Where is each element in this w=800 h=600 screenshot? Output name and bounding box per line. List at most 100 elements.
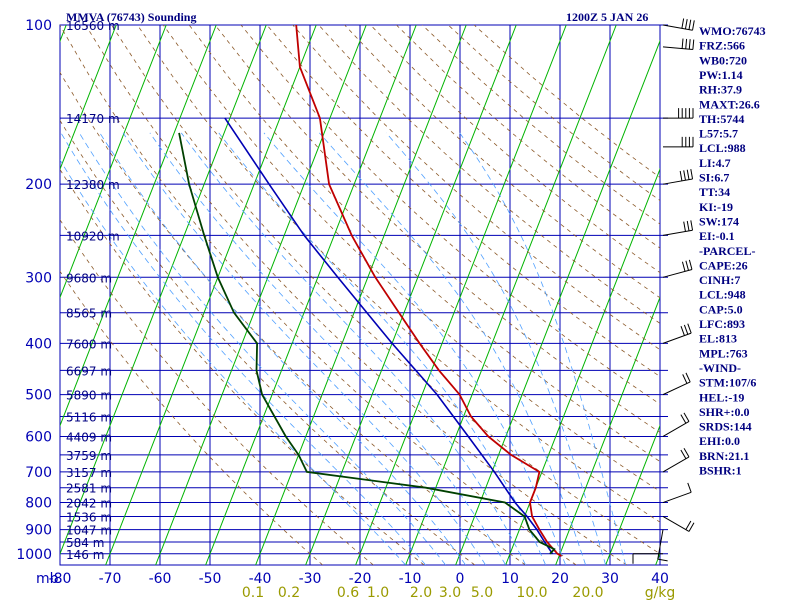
wind-barb-staff [662, 332, 692, 344]
index-line: EL:813 [699, 332, 737, 346]
height-label: 9680 m [66, 271, 112, 285]
temperature-tick-label: 0 [456, 571, 465, 587]
index-line: LCL:948 [699, 288, 746, 302]
index-line: BSHR:1 [699, 464, 742, 478]
pressure-tick-label: 300 [25, 270, 52, 286]
isotherm-line [255, 25, 467, 565]
height-label: 2581 m [66, 482, 112, 496]
chart-grid [59, 24, 668, 566]
mixing-ratio-label: 0.6 [337, 585, 359, 600]
isotherm-line [155, 25, 367, 565]
wind-barb-staff [662, 456, 690, 473]
height-label: 10920 m [66, 229, 120, 243]
moist-adiabat [60, 132, 426, 565]
index-line: TH:5744 [699, 112, 744, 126]
temperature-tick-label: -50 [199, 571, 222, 587]
index-line: CAP:5.0 [699, 302, 743, 316]
index-line: MPL:763 [699, 346, 748, 360]
dry-adiabat [292, 25, 660, 351]
isotherm-line [105, 25, 317, 565]
pressure-tick-label: 800 [25, 496, 52, 512]
height-label: 14170 m [66, 112, 120, 126]
pressure-tick-label: 400 [25, 336, 52, 352]
parcel-trace [224, 117, 554, 555]
index-line: KI:-19 [699, 200, 733, 214]
isotherm-line [0, 25, 16, 565]
wind-barb-feather [679, 170, 683, 181]
dry-adiabat [85, 25, 628, 565]
wind-barb-feather [681, 261, 686, 272]
wind-barb-feather [681, 18, 685, 29]
pressure-tick-label: 1000 [16, 547, 52, 563]
index-line: SI:6.7 [699, 171, 729, 185]
height-label: 5890 m [66, 389, 112, 403]
index-line: RH:37.9 [699, 83, 742, 97]
wind-barb-staff [662, 516, 690, 532]
dry-adiabat [60, 270, 323, 565]
pressure-tick-label: 200 [25, 177, 52, 193]
temperature-tick-label: -10 [399, 571, 422, 587]
index-line: -PARCEL- [699, 244, 755, 258]
isotherm-line [205, 25, 417, 565]
dry-adiabat [60, 25, 577, 565]
pressure-tick-label: 500 [25, 388, 52, 404]
wind-barb [662, 516, 695, 532]
isotherm-line [60, 25, 117, 171]
chart-datetime: 1200Z 5 JAN 26 [566, 10, 648, 24]
index-line: SRDS:144 [699, 420, 752, 434]
moist-adiabats [60, 132, 626, 565]
index-line: FRZ:566 [699, 39, 745, 53]
temperature-tick-label: 30 [601, 571, 619, 587]
index-line: SW:174 [699, 214, 739, 228]
mixing-ratio-label: 20.0 [572, 585, 603, 600]
mixing-ratio-label: g/kg [645, 585, 676, 600]
skewed-isotherms [0, 25, 660, 565]
wind-barb-feather [685, 520, 692, 530]
wind-barb-feather [680, 414, 687, 424]
moist-adiabat [149, 132, 506, 565]
index-line: HEL:-19 [699, 390, 744, 404]
moist-adiabat [218, 132, 546, 565]
height-label: 7600 m [66, 337, 112, 351]
index-line: CINH:7 [699, 273, 740, 287]
wind-barb-staff [662, 269, 693, 278]
isotherm-line [555, 296, 660, 565]
wind-barb [632, 553, 663, 564]
wind-barb-feather [681, 38, 684, 49]
wind-barb-feather [683, 324, 689, 335]
pressure-tick-label: 700 [25, 465, 52, 481]
height-label: 8565 m [66, 307, 112, 321]
isotherm-line [60, 25, 67, 43]
isotherm-line [505, 167, 660, 565]
stability-indices-panel: WMO:76743FRZ:566WB0:720PW:1.14RH:37.9MAX… [699, 24, 766, 478]
height-label: 1536 m [66, 510, 112, 524]
wind-barb [662, 412, 690, 437]
dry-adiabat [162, 25, 660, 492]
wind-barb-feather [692, 20, 695, 31]
wind-barb [662, 259, 693, 278]
chart-title: MMVA (76743) Sounding [66, 10, 196, 24]
sounding-profiles [178, 25, 563, 557]
isotherm-line [455, 39, 660, 565]
isotherm-line [305, 25, 517, 565]
height-label: 5116 m [66, 411, 112, 425]
wind-barb [662, 482, 692, 504]
mixing-ratio-label: 2.0 [410, 585, 432, 600]
wind-barb-feather [688, 259, 693, 270]
height-label: 12380 m [66, 178, 120, 192]
height-label: 3759 m [66, 449, 112, 463]
dry-adiabat [60, 168, 425, 565]
moist-adiabat [122, 132, 486, 565]
index-line: -WIND- [699, 361, 741, 375]
height-label: 4409 m [66, 430, 112, 444]
index-line: EHI:0.0 [699, 434, 740, 448]
temperature-tick-label: 20 [551, 571, 569, 587]
wind-barb-feather [680, 449, 687, 459]
pressure-axis-unit: mb [36, 571, 59, 587]
wind-barb-feather [687, 482, 692, 493]
dry-adiabat [214, 25, 660, 433]
wind-barb-feather [685, 260, 689, 271]
wind-barb-feather [685, 372, 691, 383]
